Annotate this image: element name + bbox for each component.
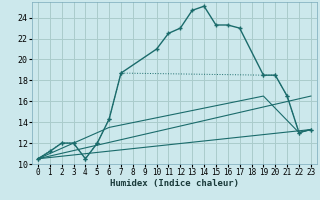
X-axis label: Humidex (Indice chaleur): Humidex (Indice chaleur) [110, 179, 239, 188]
